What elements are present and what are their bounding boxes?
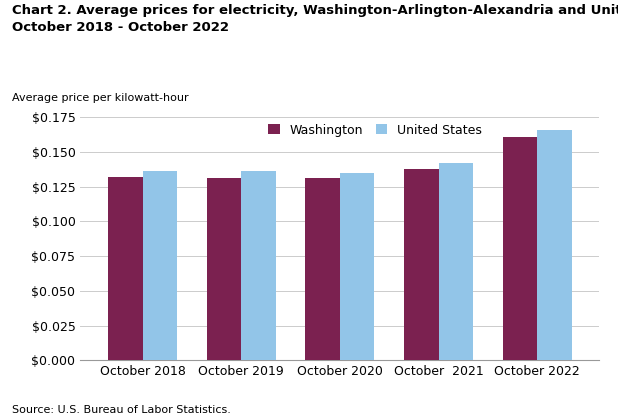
Bar (404, 169, 439, 360)
Bar (108, 177, 143, 360)
Text: Source: U.S. Bureau of Labor Statistics.: Source: U.S. Bureau of Labor Statistics. (12, 405, 231, 415)
Bar (537, 130, 572, 360)
Text: Chart 2. Average prices for electricity, Washington-Arlington-Alexandria and Uni: Chart 2. Average prices for electricity,… (12, 4, 618, 34)
Bar (305, 178, 340, 360)
Legend: Washington, United States: Washington, United States (268, 124, 481, 137)
Bar (502, 137, 537, 360)
Bar (439, 163, 473, 360)
Bar (340, 173, 375, 360)
Bar (241, 171, 276, 360)
Bar (207, 178, 241, 360)
Text: Average price per kilowatt-hour: Average price per kilowatt-hour (12, 93, 189, 103)
Bar (143, 171, 177, 360)
